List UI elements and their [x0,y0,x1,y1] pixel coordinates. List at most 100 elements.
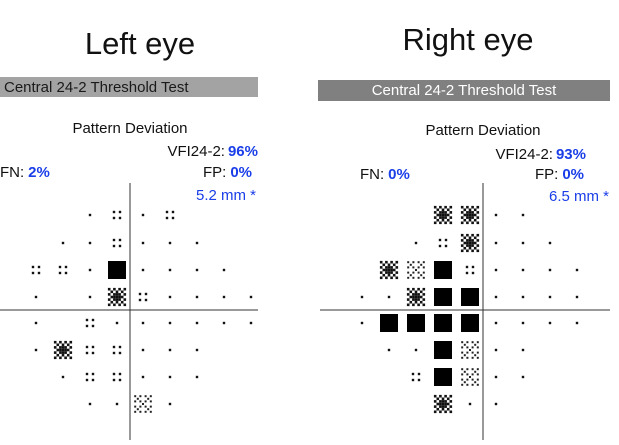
symbol-part [461,373,464,376]
symbol-part [441,211,445,214]
subtitle: Pattern Deviation [72,120,187,137]
symbol-part [149,410,152,413]
symbol-part [88,295,92,299]
symbol-part [439,405,442,408]
header-bar [0,77,258,97]
symbol-part [64,346,67,349]
vfi-label: VFI24-2: [495,146,553,163]
symbol-part [441,397,445,401]
symbol-part [460,244,464,247]
symbol-part [471,356,474,359]
symbol-grid [31,210,253,413]
symbol-part [461,383,464,386]
symbol-part [474,343,477,346]
fp-label: FP: [535,166,558,183]
symbol-part [144,395,147,398]
symbol-part [461,341,464,344]
symbol-part [412,261,415,264]
symbol-part [395,271,399,274]
symbol-part [222,268,226,272]
symbol-part [444,400,447,403]
fp: FP: 0% [203,164,252,181]
symbol-part [433,216,437,219]
symbol-part [436,402,440,406]
symbol-part [444,402,447,406]
symbol-part [195,348,199,352]
symbol-part [471,244,474,247]
fp-value: 0% [230,164,252,181]
symbol-part [466,249,469,253]
symbol-part [112,216,116,220]
symbol-part [476,378,479,381]
symbol-part [476,211,480,214]
fn-value: 2% [28,164,50,181]
symbol-part [463,343,466,346]
symbol-part [406,298,410,301]
symbol-part [414,290,418,294]
symbol-part [463,241,467,245]
symbol-part [548,321,552,325]
symbol-part [64,356,67,360]
symbol-part [118,351,122,355]
symbol-part [466,356,469,359]
symbol-part [473,213,477,217]
symbol-part [395,276,399,280]
symbol-part [449,205,453,209]
symbol-part [385,268,388,272]
symbol-part [387,263,391,267]
symbol-part [494,375,498,379]
symbol-part [463,354,466,357]
symbol-part [407,271,410,274]
symbol-part [85,324,89,328]
symbol-part [144,410,147,413]
symbol-part [147,408,150,411]
vfi-value: 96% [228,143,258,160]
symbol-part [61,241,65,245]
pupil: 6.5 mm * [549,188,609,205]
symbol-part [466,373,469,376]
symbol-part [449,394,453,398]
symbol-part [382,263,386,267]
symbol-part [61,351,65,354]
symbol-part [441,405,445,408]
symbol-part [468,208,472,212]
symbol-part [58,265,62,269]
symbol-part [411,372,415,376]
symbol-part [419,295,423,299]
symbol-part [56,348,60,352]
symbol-part [112,210,116,214]
symbol-part [417,378,421,382]
symbol-part [461,368,464,371]
symbol-part [466,351,469,354]
symbol-part [434,341,452,359]
symbol-part [471,351,474,354]
symbol-part [115,290,119,294]
symbol-part [463,370,466,373]
symbol-part [120,290,124,294]
symbol-part [120,295,124,299]
symbol-part [434,314,452,332]
symbol-part [118,210,122,214]
symbol-part [144,292,148,296]
symbol-part [141,268,145,272]
symbol-part [409,263,412,266]
fp: FP: 0% [535,166,584,183]
symbol-part [382,273,386,277]
symbol-part [419,300,423,304]
symbol-part [441,208,445,212]
symbol-part [69,356,73,360]
symbol-part [171,210,175,214]
symbol-part [412,298,415,301]
symbol-part [107,293,111,296]
symbol-part [165,216,169,220]
symbol-part [392,273,396,277]
symbol-part [476,249,480,253]
symbol-part [112,351,116,355]
symbol-part [412,266,415,269]
symbol-part [385,260,388,264]
symbol-part [66,353,70,357]
symbol-part [58,271,62,275]
symbol-part [469,349,471,351]
symbol-part [409,300,413,304]
symbol-part [149,405,152,408]
